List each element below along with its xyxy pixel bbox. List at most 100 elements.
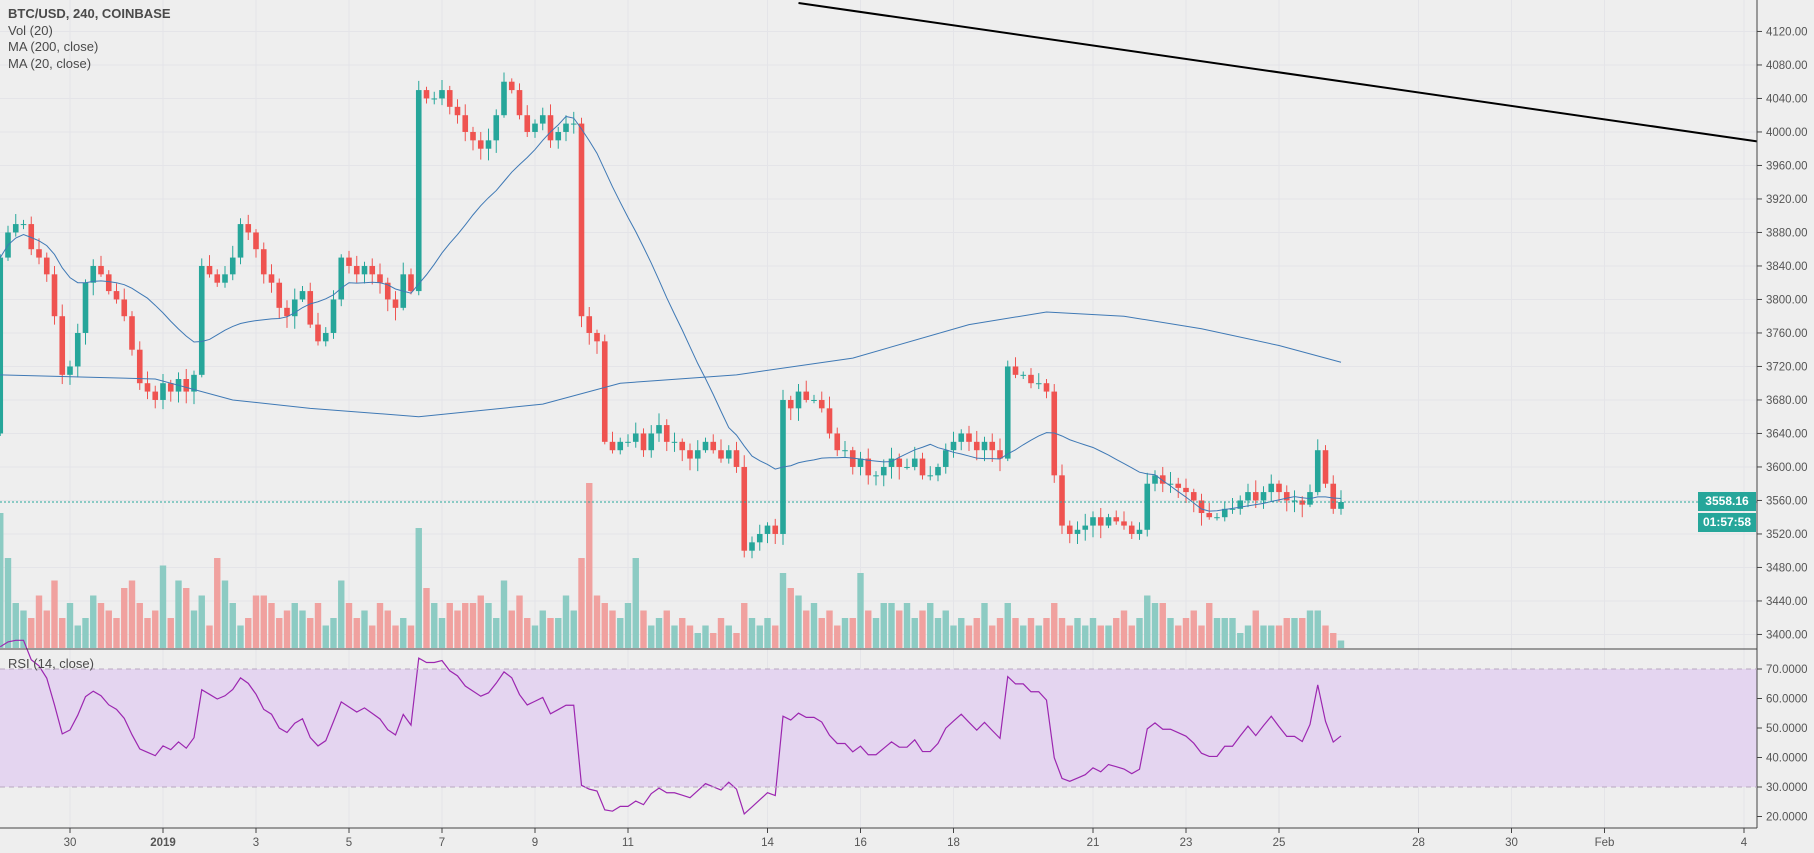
price-axis[interactable]: 3400.00 3440.00 3480.00 3520.00 3560.00 3600.… — [1757, 26, 1808, 641]
candle-down — [28, 224, 35, 250]
candle-down — [462, 115, 469, 132]
volume-bar — [268, 603, 275, 648]
candle-up — [1035, 383, 1042, 385]
candle-up — [942, 450, 949, 467]
rsi-tick-label: 20.0000 — [1766, 812, 1808, 824]
candle-up — [229, 257, 236, 275]
rsi-axis[interactable]: 20.0000 30.0000 40.0000 50.0000 60.0000 70.00… — [1757, 664, 1808, 824]
volume-bar — [128, 580, 136, 648]
volume-bar — [105, 610, 112, 648]
candle-up — [694, 450, 701, 459]
trendline[interactable] — [798, 1, 1758, 143]
candle-up — [501, 81, 507, 116]
volume-bar — [834, 625, 841, 648]
candle-up — [811, 399, 817, 401]
volume-bar — [299, 610, 306, 648]
volume-bar — [911, 618, 918, 648]
candle-down — [105, 274, 112, 292]
price-tick-label: 4040.00 — [1766, 93, 1808, 105]
candle-down — [973, 441, 980, 451]
candle-up — [431, 98, 438, 100]
candle-up — [1291, 500, 1298, 502]
volume-bar — [524, 618, 531, 648]
volume-bar — [965, 625, 973, 648]
candle-down — [1299, 500, 1306, 505]
symbol-title[interactable]: BTC/USD, 240, COINBASE — [8, 6, 171, 21]
volume-bar — [1012, 618, 1019, 648]
candle-down — [1283, 492, 1290, 501]
candle-up — [904, 466, 910, 468]
volume-bar — [1175, 625, 1182, 648]
candle-up — [1136, 529, 1143, 534]
volume-bar — [593, 595, 601, 648]
volume-bar — [338, 580, 345, 648]
volume-bar — [20, 610, 27, 648]
candle-up — [299, 291, 306, 300]
volume-bar — [1097, 625, 1104, 648]
volume-bar — [1314, 610, 1321, 648]
candle-down — [408, 274, 414, 292]
candle-down — [129, 316, 135, 350]
volume-bar — [152, 610, 159, 648]
volume-bar — [446, 603, 453, 648]
indicator-volume[interactable]: Vol (20) — [8, 22, 53, 38]
volume-bar — [1020, 625, 1027, 648]
volume-bar — [322, 625, 329, 648]
volume-bar — [376, 603, 384, 648]
candle-down — [268, 274, 275, 283]
volume-bar — [578, 558, 585, 648]
volume-bar — [1213, 618, 1221, 648]
candles — [0, 72, 1344, 559]
volume-bar — [640, 610, 647, 648]
candle-up — [198, 265, 205, 375]
indicator-ma200[interactable]: MA (200, close) — [8, 39, 99, 54]
candle-down — [36, 249, 42, 258]
volume-bar — [66, 603, 74, 648]
price-tick-label: 3480.00 — [1766, 562, 1808, 574]
volume-bar — [431, 603, 438, 648]
rsi-line — [0, 639, 1342, 816]
indicator-ma20[interactable]: MA (20, close) — [8, 55, 92, 71]
time-axis[interactable]: 30 2019 3 5 7 9 11 14 16 18 21 23 25 28 30 Feb 4 — [64, 828, 1748, 849]
volume-bar — [934, 618, 942, 648]
volume-bar — [1082, 625, 1089, 648]
volume-bar — [113, 618, 120, 648]
candle-down — [307, 291, 314, 325]
candle-down — [346, 257, 352, 266]
ma200-line — [0, 311, 1342, 418]
price-tick-label: 3760.00 — [1766, 328, 1808, 340]
volume-bar — [1306, 610, 1314, 648]
candle-up — [749, 542, 755, 551]
volume-bar — [562, 595, 570, 648]
candle-down — [315, 324, 321, 342]
time-tick-label: 16 — [854, 837, 867, 849]
candle-up — [1314, 450, 1321, 493]
volume-bar — [198, 595, 205, 648]
candle-up — [625, 441, 631, 443]
volume-bar — [896, 610, 903, 648]
time-tick-label: Feb — [1595, 837, 1615, 849]
volume-bar — [679, 618, 686, 648]
price-tick-label: 3920.00 — [1766, 194, 1808, 206]
rsi-indicator-label[interactable]: RSI (14, close) — [8, 656, 94, 671]
volume-bar — [190, 610, 198, 648]
volume-bar — [245, 618, 252, 648]
volume-bar — [702, 625, 709, 648]
bar-countdown-badge: 01:57:58 — [1698, 513, 1756, 532]
candle-down — [477, 140, 484, 149]
candle-up — [958, 433, 965, 442]
candle-up — [191, 374, 197, 392]
volume-bar — [555, 618, 562, 648]
candle-down — [966, 433, 972, 442]
volume-bar — [136, 603, 143, 648]
volume-bar — [717, 618, 725, 648]
volume-bar — [508, 610, 515, 648]
volume-bar — [1291, 618, 1298, 648]
candle-down — [276, 282, 283, 308]
volume-bar — [1004, 603, 1011, 648]
candle-up — [570, 123, 577, 125]
candle-down — [245, 224, 252, 233]
volume-bar — [82, 618, 89, 648]
candle-up — [330, 299, 337, 333]
